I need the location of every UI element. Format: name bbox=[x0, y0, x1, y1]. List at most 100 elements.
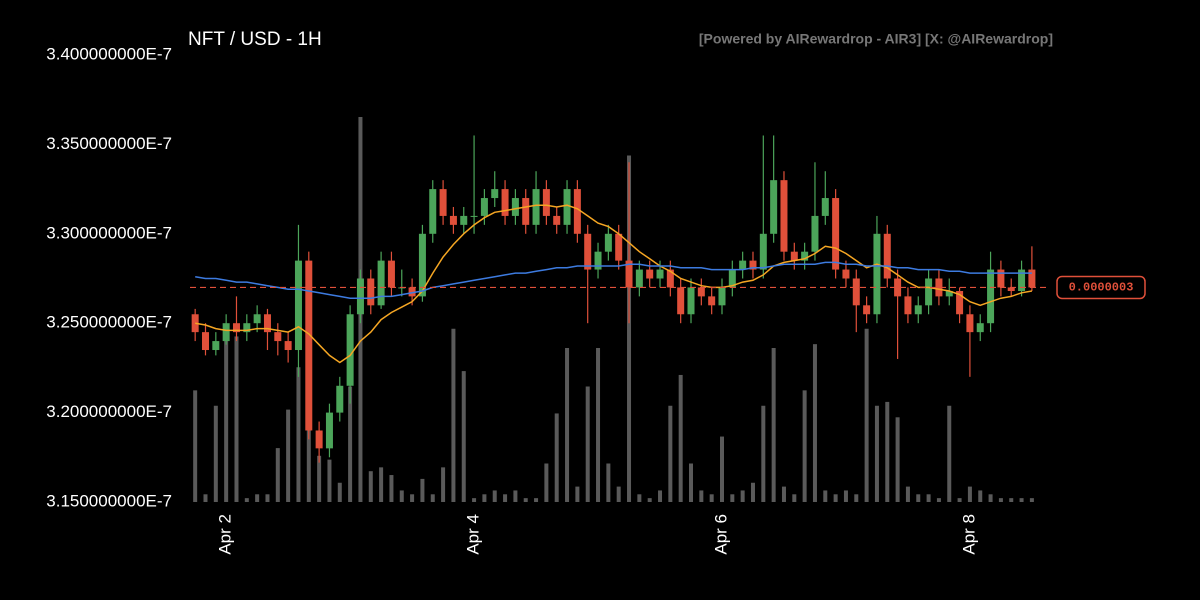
candle-body bbox=[801, 251, 809, 261]
volume-bar bbox=[895, 417, 900, 502]
volume-bar bbox=[410, 494, 415, 502]
candle-body bbox=[873, 233, 881, 315]
volume-bar bbox=[193, 390, 198, 502]
candle-body bbox=[945, 291, 953, 297]
volume-bar bbox=[843, 490, 848, 502]
candle-body bbox=[976, 323, 984, 333]
volume-bar bbox=[719, 436, 724, 502]
candle-body bbox=[418, 233, 426, 297]
volume-bar bbox=[978, 490, 983, 502]
volume-bar bbox=[461, 371, 466, 502]
candle-body bbox=[480, 198, 488, 216]
volume-bar bbox=[554, 413, 559, 502]
candle-body bbox=[697, 287, 705, 297]
volume-bar bbox=[668, 405, 673, 502]
candle-body bbox=[956, 291, 964, 315]
volume-bar bbox=[234, 336, 239, 502]
candle-body bbox=[852, 278, 860, 306]
volume-bar bbox=[451, 328, 456, 502]
candle-body bbox=[739, 260, 747, 270]
volume-bar bbox=[771, 348, 776, 502]
volume-bar bbox=[265, 494, 270, 502]
candle-body bbox=[821, 198, 829, 216]
y-tick-label: 3.350000000E-7 bbox=[46, 134, 172, 153]
candle-body bbox=[253, 314, 261, 324]
watermark: [Powered by AIRewardrop - AIR3] [X: @AIR… bbox=[699, 31, 1053, 47]
volume-bar bbox=[368, 471, 373, 502]
candle-body bbox=[377, 260, 385, 306]
volume-bar bbox=[596, 348, 601, 502]
volume-bar bbox=[998, 498, 1003, 502]
candle-body bbox=[615, 233, 623, 261]
volume-bar bbox=[947, 405, 952, 502]
volume-bar bbox=[503, 494, 508, 502]
volume-bar bbox=[296, 367, 301, 502]
candle-body bbox=[687, 287, 695, 315]
volume-bar bbox=[1019, 498, 1024, 502]
volume-bar bbox=[255, 494, 260, 502]
volume-bar bbox=[492, 490, 497, 502]
candle-body bbox=[243, 323, 251, 333]
candle-body bbox=[656, 269, 664, 279]
volume-bar bbox=[637, 494, 642, 502]
candle-body bbox=[842, 269, 850, 279]
volume-bar bbox=[905, 486, 910, 502]
volume-bar bbox=[565, 348, 570, 502]
candle-body bbox=[408, 287, 416, 297]
volume-bar bbox=[244, 498, 249, 502]
candle-body bbox=[594, 251, 602, 270]
volume-bar bbox=[585, 386, 590, 502]
volume-bar bbox=[379, 467, 384, 502]
last-price-label: 0.0000003 bbox=[1069, 281, 1134, 295]
candle-body bbox=[646, 269, 654, 279]
volume-bar bbox=[286, 409, 291, 502]
chart-title: NFT / USD - 1H bbox=[188, 29, 322, 50]
y-tick-label: 3.150000000E-7 bbox=[46, 491, 172, 510]
volume-bar bbox=[740, 490, 745, 502]
candle-body bbox=[315, 430, 323, 449]
volume-bar bbox=[523, 498, 528, 502]
volume-bar bbox=[647, 498, 652, 502]
candle-body bbox=[449, 215, 457, 225]
candle-body bbox=[749, 260, 757, 270]
candle-body bbox=[460, 215, 468, 225]
candle-body bbox=[501, 189, 509, 216]
candle-body bbox=[491, 189, 499, 199]
candle-body bbox=[532, 189, 540, 225]
volume-bar bbox=[750, 482, 755, 502]
candle-body bbox=[584, 233, 592, 270]
candle-body bbox=[604, 233, 612, 252]
volume-bar bbox=[616, 486, 621, 502]
volume-bar bbox=[916, 494, 921, 502]
volume-bar bbox=[699, 490, 704, 502]
volume-bar bbox=[761, 405, 766, 502]
candle-body bbox=[429, 189, 437, 234]
candle-body bbox=[387, 260, 395, 288]
candle-body bbox=[904, 296, 912, 315]
moving-average-line bbox=[195, 204, 1033, 364]
volume-bar bbox=[317, 455, 322, 502]
volume-bar bbox=[957, 498, 962, 502]
candle-body bbox=[832, 198, 840, 270]
y-tick-label: 3.250000000E-7 bbox=[46, 313, 172, 332]
candle-body bbox=[625, 260, 633, 288]
candle-body bbox=[542, 189, 550, 216]
volume-bar bbox=[988, 494, 993, 502]
volume-bar bbox=[399, 490, 404, 502]
volume-bar bbox=[575, 486, 580, 502]
candle-body bbox=[336, 385, 344, 413]
candle-body bbox=[677, 287, 685, 315]
candle-body bbox=[191, 314, 199, 333]
candle-body bbox=[232, 323, 240, 333]
candle-body bbox=[284, 341, 292, 351]
volume-bar bbox=[709, 494, 714, 502]
volume-bar bbox=[430, 494, 435, 502]
candle-body bbox=[511, 198, 519, 216]
candle-body bbox=[1018, 269, 1026, 292]
candle-body bbox=[770, 180, 778, 234]
candle-body bbox=[1028, 269, 1036, 288]
volume-bar bbox=[482, 494, 487, 502]
volume-bar bbox=[1009, 498, 1014, 502]
candle-body bbox=[553, 215, 561, 225]
